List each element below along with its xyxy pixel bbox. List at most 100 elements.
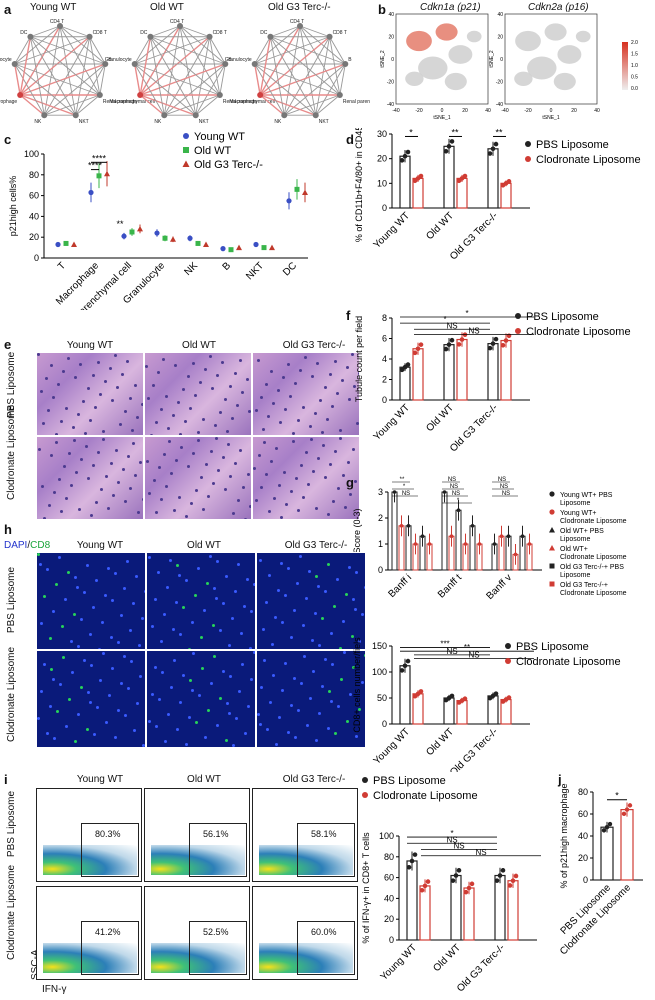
legend-marker	[183, 147, 189, 153]
data-point	[456, 868, 462, 873]
bar	[487, 343, 499, 401]
network-node-label: Macrophage	[229, 99, 257, 105]
tile-texture	[182, 388, 185, 391]
tile-texture	[351, 353, 354, 356]
tile-texture	[225, 575, 228, 578]
tile-texture	[68, 452, 71, 455]
data-point	[406, 524, 411, 528]
tsne-xtick: -20	[415, 108, 422, 114]
legend-marker	[183, 133, 189, 139]
network-edge	[134, 36, 210, 65]
network-edge	[14, 36, 90, 65]
network-node	[41, 112, 48, 119]
tile-texture	[148, 556, 151, 559]
tile-texture	[216, 374, 219, 377]
network-node-label: NK	[154, 119, 162, 125]
flow-density	[151, 943, 245, 973]
x-tick-label: Banff t	[436, 572, 464, 600]
stain-separator: /	[27, 540, 31, 551]
tile-texture	[253, 467, 256, 470]
tile-texture	[280, 516, 283, 519]
network-node-label: NKT	[199, 119, 209, 125]
tile-texture	[349, 693, 352, 696]
tile-texture	[221, 361, 224, 364]
tile-texture	[235, 717, 238, 720]
data-point	[621, 811, 627, 817]
tsne-xtick: -20	[524, 108, 531, 114]
network-node-label: NKT	[79, 119, 89, 125]
tile-texture	[198, 694, 201, 697]
flow-gate	[81, 921, 139, 975]
bar	[456, 338, 468, 401]
tile-texture	[303, 655, 306, 658]
data-point	[490, 146, 496, 152]
tile-texture	[206, 582, 209, 585]
tile-texture	[242, 486, 245, 489]
data-point	[453, 873, 459, 878]
tile-texture	[284, 594, 287, 597]
tile-texture	[228, 644, 231, 647]
tile-texture	[302, 406, 305, 409]
tsne-xlabel: tSNE_1	[433, 115, 450, 121]
data-point	[220, 246, 226, 252]
tile-texture	[205, 463, 208, 466]
tile-texture	[92, 606, 95, 609]
tile-texture	[267, 415, 270, 418]
tile-texture	[237, 499, 240, 502]
data-point	[294, 186, 300, 192]
tile-texture	[197, 439, 200, 442]
tile-texture	[160, 640, 163, 643]
flow-gate	[189, 823, 247, 877]
tile-texture	[204, 368, 207, 371]
tile-texture	[305, 597, 308, 600]
tile-texture	[324, 658, 327, 661]
tile-texture	[300, 464, 303, 467]
tile-texture	[295, 477, 298, 480]
tsne-xtick: -40	[392, 108, 399, 114]
tile-texture	[316, 362, 319, 365]
network-edge	[134, 63, 220, 96]
network-node-label: Renal parenchymal cell	[103, 99, 155, 105]
network-node-label: Macrophage	[109, 99, 137, 105]
bar	[463, 887, 475, 941]
data-point	[96, 173, 102, 179]
tile-texture	[241, 663, 244, 666]
tile-texture	[132, 442, 135, 445]
network-node	[96, 92, 103, 98]
tile-texture	[202, 508, 205, 511]
tile-texture	[339, 429, 342, 432]
tile-texture	[334, 450, 337, 453]
network-node-label: B	[228, 57, 232, 63]
tile-texture	[126, 360, 129, 363]
tile-texture	[263, 659, 266, 662]
network-node-label: DC	[140, 30, 148, 36]
y-tick-label: 10	[377, 178, 387, 188]
bar	[399, 366, 411, 401]
network-edge	[179, 25, 226, 65]
tile-texture	[259, 559, 262, 562]
y-tick-label: 0	[34, 253, 39, 263]
data-point	[405, 362, 411, 367]
network-edge	[259, 94, 316, 116]
data-point	[412, 350, 418, 356]
tile-texture	[292, 432, 295, 435]
tile-texture	[95, 501, 98, 504]
panel-i-col-1: Young WT	[76, 774, 124, 785]
network-edge	[134, 25, 181, 65]
tile-texture	[361, 613, 364, 616]
tile-texture	[217, 469, 220, 472]
tile-texture	[65, 725, 68, 728]
tile-texture	[337, 705, 340, 708]
data-point	[121, 233, 127, 239]
tile-texture	[132, 602, 135, 605]
tile-texture	[40, 390, 43, 393]
tile-texture	[215, 437, 218, 440]
sig-label: *	[443, 315, 446, 324]
tile-texture	[250, 678, 253, 681]
tile-texture	[47, 409, 50, 412]
tile-texture	[124, 410, 127, 413]
sig-label: NS	[448, 477, 456, 483]
network-edge	[139, 94, 196, 116]
tsne-ytick: -40	[387, 102, 394, 108]
